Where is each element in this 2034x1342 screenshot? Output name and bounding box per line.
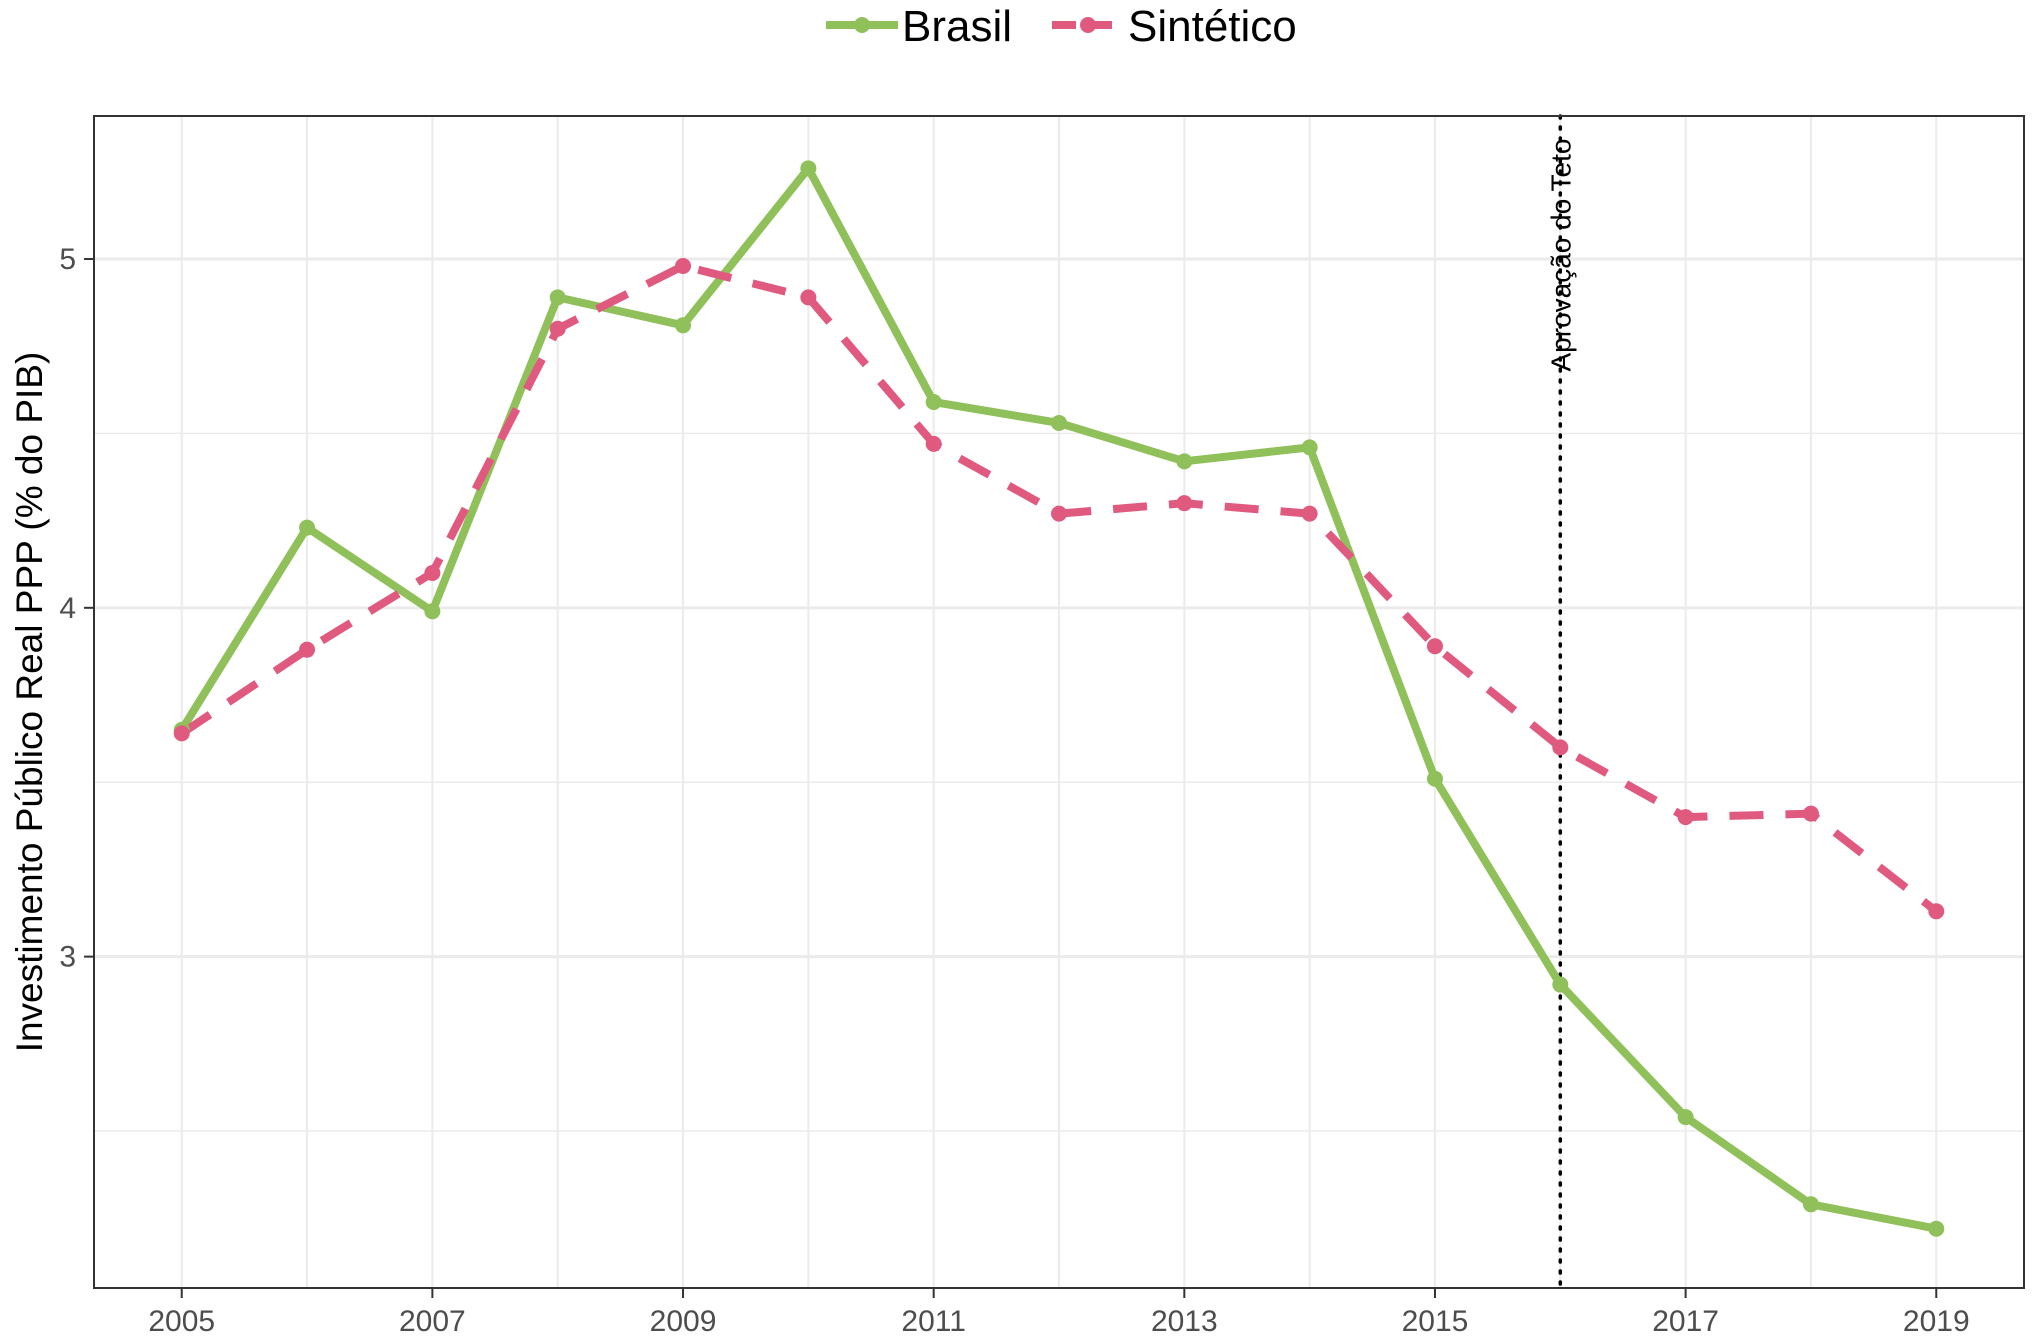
series-0-point-2018: [1802, 1196, 1819, 1213]
x-tick-label-2007: 2007: [399, 1305, 466, 1338]
series-0-point-2012: [1051, 414, 1067, 431]
x-tick-label-2005: 2005: [148, 1305, 215, 1338]
y-tick-label-3: 3: [59, 941, 76, 974]
series-1-point-2006: [299, 641, 316, 658]
series-0-point-2010: [800, 160, 817, 177]
series-1-point-2010: [800, 289, 817, 306]
y-axis: 3 4 5: [59, 243, 94, 974]
series-0-point-2016: [1552, 976, 1569, 993]
series-1-point-2017: [1677, 809, 1694, 826]
x-tick-label-2019: 2019: [1903, 1305, 1970, 1338]
x-tick-label-2011: 2011: [901, 1305, 966, 1338]
panel-border: [93, 115, 2025, 1289]
legend-key-point-1: [1080, 17, 1096, 33]
y-tick-label-4: 4: [59, 592, 76, 625]
series-0-point-2014: [1301, 439, 1318, 456]
series-0-point-2013: [1176, 453, 1193, 470]
annotations: Aprovação do Teto: [1545, 114, 1576, 1290]
legend-label-0: Brasil: [902, 2, 1012, 51]
series-1-point-2016: [1552, 739, 1569, 756]
annotation-label: Aprovação do Teto: [1545, 139, 1576, 372]
series-1-point-2008: [549, 320, 566, 337]
x-axis: 2005 2007 2009 2011 2013 2015 2017 2019: [148, 1288, 1970, 1338]
legend-key-point-0: [854, 17, 870, 33]
series-0-point-2019: [1928, 1220, 1945, 1237]
series-1-point-2011: [925, 435, 942, 452]
x-tick-label-2009: 2009: [650, 1305, 717, 1338]
series-1-point-2007: [424, 564, 441, 581]
x-tick-label-2013: 2013: [1151, 1305, 1218, 1338]
series-1-point-2012: [1051, 505, 1067, 522]
grid: [94, 116, 2024, 1288]
series-0-point-2015: [1426, 770, 1443, 787]
series-1-point-2005: [173, 725, 190, 742]
series-0-point-2017: [1677, 1109, 1694, 1126]
series-0-point-2006: [299, 519, 316, 536]
series-0-point-2008: [549, 289, 566, 306]
series-0-point-2011: [925, 394, 942, 411]
series-1-point-2015: [1426, 638, 1443, 655]
legend-label-1: Sintético: [1128, 2, 1297, 51]
series-1-point-2018: [1802, 805, 1819, 822]
x-tick-label-2017: 2017: [1652, 1305, 1719, 1338]
series-0-point-2007: [424, 603, 441, 620]
series-layer: [173, 160, 1945, 1237]
legend: Brasil Sintético: [826, 2, 1297, 51]
y-axis-title: Investimento Público Real PPP (% do PIB): [9, 352, 50, 1053]
series-1-point-2013: [1176, 495, 1193, 512]
y-tick-label-5: 5: [59, 243, 76, 276]
series-1-point-2009: [675, 257, 692, 274]
series-1-point-2014: [1301, 505, 1318, 522]
x-tick-label-2015: 2015: [1402, 1305, 1469, 1338]
series-0-point-2009: [675, 317, 692, 334]
series-1-point-2019: [1928, 903, 1945, 920]
